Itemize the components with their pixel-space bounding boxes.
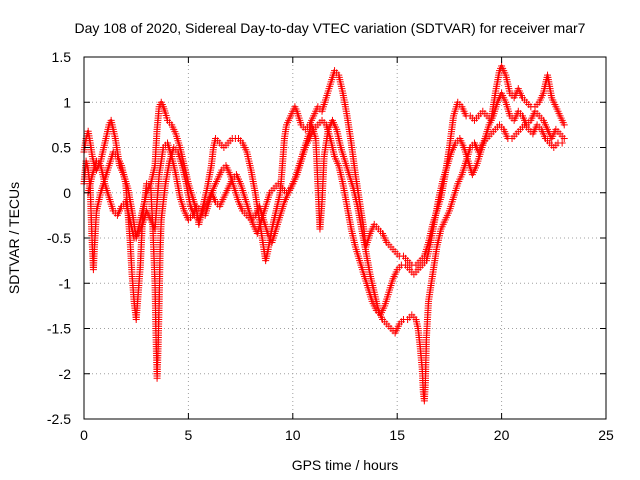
data-point	[558, 139, 566, 147]
chart-title: Day 108 of 2020, Sidereal Day-to-day VTE…	[75, 20, 586, 36]
x-tick-label: 20	[494, 427, 510, 443]
data-point	[560, 134, 568, 142]
series-track-b	[80, 116, 566, 405]
y-tick-labels: -2.5 -2 -1.5 -1 -0.5 0 0.5 1 1.5	[47, 49, 71, 427]
y-tick-label: 1	[63, 94, 71, 110]
x-tick-label: 5	[185, 427, 193, 443]
x-tick-label: 0	[80, 427, 88, 443]
y-axis-title: SDTVAR / TECUs	[6, 182, 22, 294]
data-points-layer	[80, 62, 568, 405]
x-axis-title: GPS time / hours	[292, 457, 399, 473]
y-tick-label: 0.5	[52, 140, 72, 156]
x-tick-label: 25	[598, 427, 614, 443]
x-tick-label: 10	[285, 427, 301, 443]
x-tick-label: 15	[389, 427, 405, 443]
y-tick-label: -1.5	[47, 321, 71, 337]
y-tick-label: 1.5	[52, 49, 72, 65]
y-tick-label: -2.5	[47, 411, 71, 427]
y-tick-label: -1	[59, 275, 72, 291]
series-track-c	[84, 89, 568, 319]
ticks-layer	[83, 56, 607, 420]
y-tick-label: 0	[63, 185, 71, 201]
y-tick-label: -2	[59, 366, 72, 382]
y-tick-label: -0.5	[47, 230, 71, 246]
x-tick-labels: 0 5 10 15 20 25	[80, 427, 614, 443]
data-point	[560, 121, 568, 129]
